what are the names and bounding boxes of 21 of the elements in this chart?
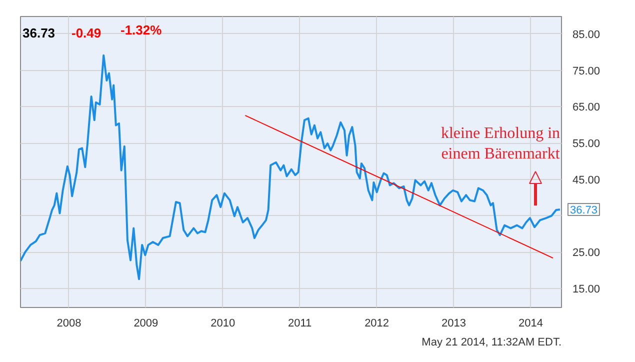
x-tick-label: 2010 <box>210 318 236 330</box>
annotation: 36.73 <box>22 26 56 40</box>
x-tick-label: 2011 <box>288 318 312 330</box>
y-tick-label: 15.00 <box>572 284 600 296</box>
annotation: kleine Erholung in einem Bärenmarkt <box>440 125 560 162</box>
x-tick-label: 2013 <box>442 318 466 330</box>
y-tick-label: 75.00 <box>572 65 600 78</box>
x-tick-label: 2009 <box>134 318 158 330</box>
y-tick-label: 45.00 <box>572 174 600 186</box>
x-tick-label: 2008 <box>56 318 82 330</box>
y-tick-label: 65.00 <box>572 102 600 114</box>
y-tick-label: 85.00 <box>572 28 600 41</box>
text: May 21 2014, 11:32AM EDT. <box>422 336 562 348</box>
y-tick-label: 25.00 <box>572 247 600 260</box>
line-series <box>20 54 561 280</box>
x-tick-label: 2012 <box>364 318 390 330</box>
annotation: 36.73 <box>570 204 598 217</box>
y-tick-label: 55.00 <box>572 138 600 150</box>
x-tick-label: 2014 <box>518 318 543 330</box>
annotation: -1.32% <box>120 22 162 38</box>
annotation: -0.49 <box>72 26 102 40</box>
